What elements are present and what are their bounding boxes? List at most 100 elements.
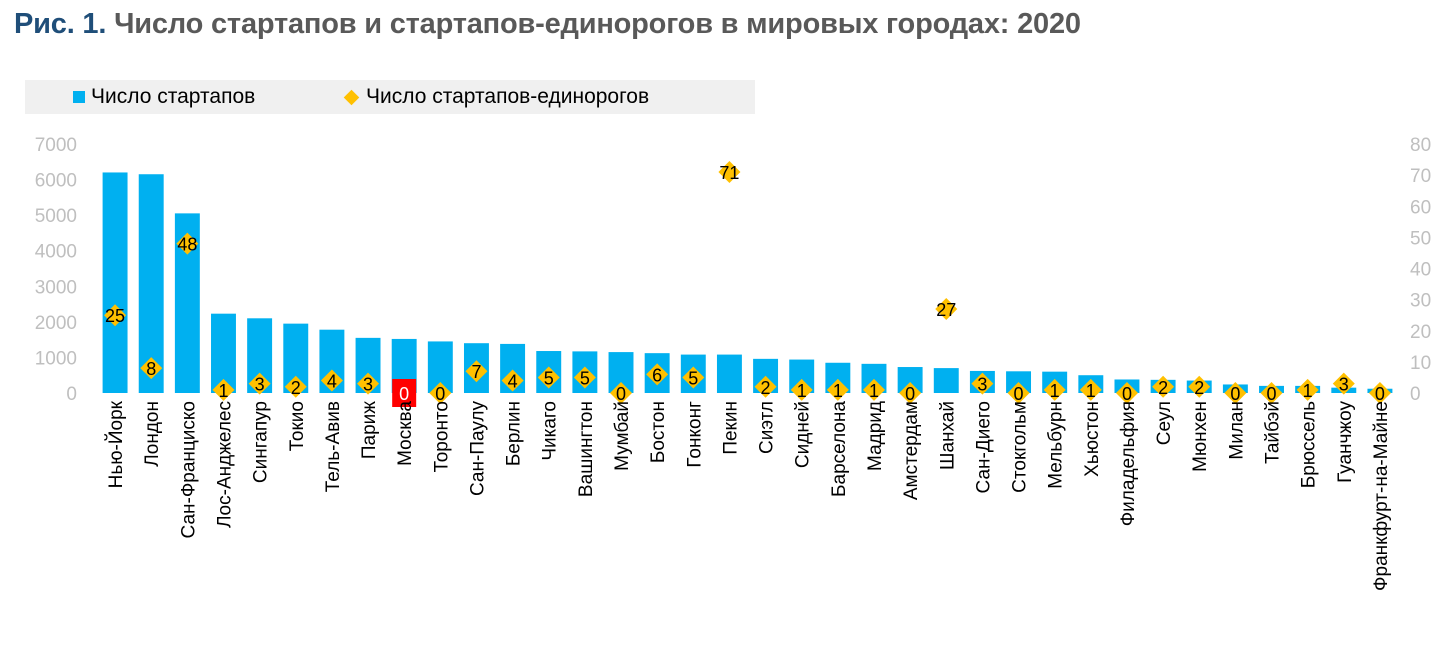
category-label: Токио — [287, 401, 308, 451]
category-label: Филадельфия — [1118, 401, 1139, 526]
category-label: Франкфурт-на-Майне — [1371, 401, 1392, 591]
unicorn-value-label: 6 — [652, 365, 662, 385]
unicorn-value-label: 1 — [869, 381, 879, 401]
unicorn-marker — [935, 297, 958, 320]
unicorn-value-label: 27 — [936, 300, 956, 320]
category-label: Гонконг — [684, 401, 705, 468]
category-label: Гуанчжоу — [1335, 401, 1356, 483]
y-left-tick-label: 1000 — [35, 348, 77, 369]
unicorn-value-label: 0 — [1375, 384, 1385, 404]
category-label: Мумбай — [612, 401, 633, 471]
unicorn-value-label: 5 — [580, 368, 590, 388]
category-label: Мюнхен — [1190, 401, 1211, 472]
unicorn-value-label: 4 — [327, 372, 337, 392]
category-label: Мадрид — [865, 401, 886, 471]
unicorn-value-label: 48 — [177, 235, 197, 255]
unicorn-value-label: 3 — [255, 375, 265, 395]
unicorn-marker — [248, 372, 271, 395]
category-label: Барселона — [829, 401, 850, 497]
unicorn-marker — [718, 161, 741, 184]
y-right-tick-label: 10 — [1410, 353, 1431, 374]
category-label: Тель-Авив — [323, 401, 344, 492]
unicorn-marker — [1079, 378, 1102, 401]
unicorn-marker — [1152, 375, 1175, 398]
unicorn-marker — [610, 382, 633, 404]
unicorn-value-label: 1 — [218, 381, 228, 401]
unicorn-value-label: 2 — [1194, 378, 1204, 398]
category-label: Тайбэй — [1263, 401, 1284, 464]
y-left-tick-label: 6000 — [35, 171, 77, 192]
y-left-tick-label: 4000 — [35, 242, 77, 263]
category-label: Лондон — [142, 401, 163, 467]
bar — [138, 174, 164, 393]
unicorn-value-label: 0 — [1014, 384, 1024, 404]
unicorn-value-label: 1 — [1050, 381, 1060, 401]
category-label: Пекин — [720, 401, 741, 455]
category-label: Сеул — [1154, 401, 1175, 445]
unicorn-value-label: 2 — [1158, 378, 1168, 398]
unicorn-marker — [465, 360, 488, 383]
unicorn-value-label: 7 — [471, 362, 481, 382]
unicorn-marker — [537, 366, 560, 389]
unicorn-marker — [140, 357, 163, 380]
category-label: Торонто — [431, 401, 452, 472]
unicorn-marker — [176, 232, 199, 255]
category-label: Милан — [1226, 401, 1247, 460]
unicorn-value-label: 3 — [977, 375, 987, 395]
unicorn-value-label: 0 — [1122, 384, 1132, 404]
unicorn-marker — [1368, 382, 1391, 404]
unicorn-marker — [1007, 382, 1030, 404]
unicorn-value-label: 0 — [399, 384, 409, 404]
category-label: Лос-Анджелес — [214, 401, 235, 528]
category-label: Москва — [395, 401, 416, 466]
unicorn-value-label: 3 — [363, 375, 373, 395]
unicorn-value-label: 1 — [1303, 381, 1313, 401]
unicorn-marker — [1188, 375, 1211, 398]
y-left-tick-label: 5000 — [35, 206, 77, 227]
legend-item-startups: Число стартапов — [73, 80, 255, 114]
unicorn-value-label: 25 — [105, 306, 125, 326]
unicorn-marker — [1332, 372, 1355, 395]
bar — [102, 172, 128, 393]
unicorn-marker — [320, 369, 343, 392]
unicorn-marker — [1115, 382, 1138, 404]
unicorn-marker — [1043, 378, 1066, 401]
category-label: Чикаго — [540, 401, 561, 461]
category-label: Сан-Диего — [973, 401, 994, 493]
chart-title: Рис. 1. Число стартапов и стартапов-един… — [14, 8, 1081, 41]
category-label: Мельбурн — [1046, 401, 1067, 489]
bar — [933, 368, 959, 393]
unicorn-marker — [790, 378, 813, 401]
unicorn-value-label: 1 — [797, 381, 807, 401]
category-label: Париж — [359, 401, 380, 459]
bar — [716, 354, 742, 393]
y-right-tick-label: 50 — [1410, 228, 1431, 249]
category-label: Берлин — [504, 401, 525, 466]
y-right-tick-label: 0 — [1410, 384, 1421, 405]
unicorn-value-label: 0 — [1230, 384, 1240, 404]
unicorn-marker — [1296, 378, 1319, 401]
unicorn-marker — [971, 372, 994, 395]
category-label: Сан-Франциско — [178, 401, 199, 538]
unicorn-value-label: 3 — [1339, 375, 1349, 395]
unicorn-marker — [429, 382, 452, 404]
category-label: Вашингтон — [576, 401, 597, 497]
unicorn-value-label: 2 — [291, 378, 301, 398]
unicorn-marker — [646, 363, 669, 386]
y-right-tick-label: 60 — [1410, 197, 1431, 218]
unicorn-marker — [899, 382, 922, 404]
title-text: Число стартапов и стартапов-единорогов в… — [114, 8, 1081, 40]
y-right-tick-label: 80 — [1410, 135, 1431, 156]
unicorn-value-label: 0 — [1267, 384, 1277, 404]
unicorn-marker — [212, 378, 235, 401]
unicorn-value-label: 0 — [616, 384, 626, 404]
unicorn-marker — [754, 375, 777, 398]
category-label: Хьюстон — [1082, 401, 1103, 477]
unicorn-marker — [357, 372, 380, 395]
category-label: Сидней — [793, 401, 814, 468]
unicorn-value-label: 0 — [435, 384, 445, 404]
legend-label-unicorns: Число стартапов-единорогов — [366, 85, 650, 108]
unicorn-value-label: 5 — [544, 368, 554, 388]
category-label: Нью-Йорк — [105, 400, 127, 488]
unicorn-marker — [284, 375, 307, 398]
